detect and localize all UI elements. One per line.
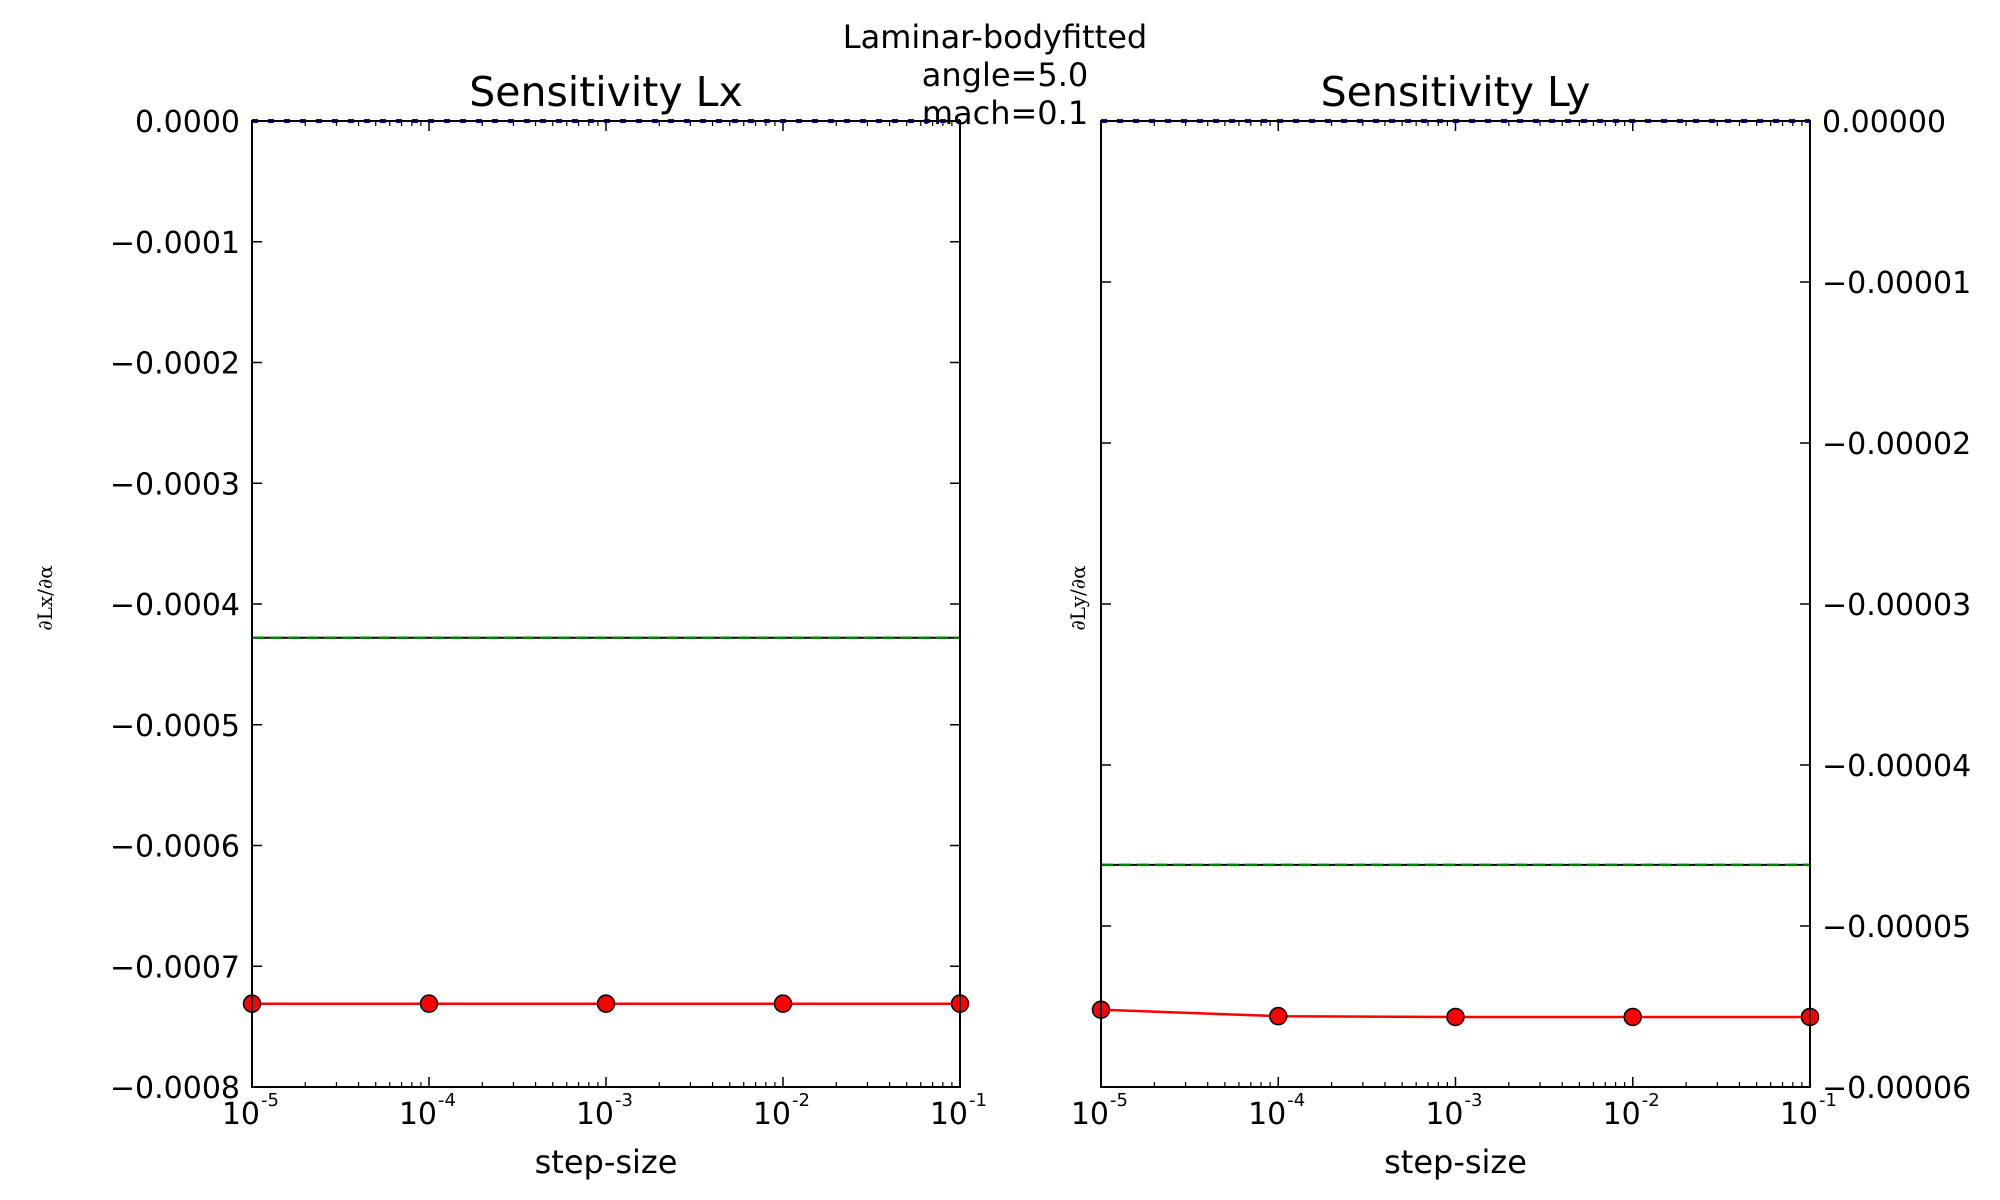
x-tick-exponent-0-0: -5 <box>261 1090 279 1111</box>
x-tick-exponent-0-1: -4 <box>438 1090 456 1111</box>
y-tick-label-0-4: −0.0004 <box>110 588 240 623</box>
plot-frame-0 <box>251 120 961 1088</box>
y-tick-label-0-3: −0.0003 <box>110 467 240 502</box>
plot-title-0: Sensitivity Lx <box>469 68 743 116</box>
x-tick-label-0-0: 10 <box>222 1097 260 1132</box>
series-point-1-2 <box>1446 1007 1465 1027</box>
x-tick-exponent-1-2: -3 <box>1465 1090 1483 1111</box>
y-tick-label-0-0: 0.0000 <box>135 105 240 140</box>
y-tick-label-0-5: −0.0005 <box>110 709 240 744</box>
x-tick-exponent-1-4: -1 <box>1819 1090 1837 1111</box>
x-tick-label-1-4: 10 <box>1780 1097 1818 1132</box>
x-tick-label-1-1: 10 <box>1248 1097 1286 1132</box>
x-tick-exponent-0-3: -2 <box>792 1090 810 1111</box>
x-tick-label-1-0: 10 <box>1071 1097 1109 1132</box>
x-tick-exponent-1-1: -4 <box>1287 1090 1305 1111</box>
series-point-0-1 <box>419 994 439 1013</box>
x-tick-label-0-1: 10 <box>399 1097 437 1132</box>
plot-title-1: Sensitivity Ly <box>1321 68 1591 116</box>
y-axis-label-1: ∂Ly/∂α <box>1066 565 1090 630</box>
y-tick-label-1-0: 0.00000 <box>1822 105 1946 140</box>
suptitle-line-1: Laminar-bodyfitted <box>843 18 1147 56</box>
x-tick-label-1-2: 10 <box>1425 1097 1463 1132</box>
series-point-0-2 <box>596 994 616 1013</box>
suptitle-line-2: angle=5.0 <box>922 56 1088 94</box>
x-axis-label-0: step-size <box>535 1143 678 1181</box>
x-axis-label-1: step-size <box>1384 1143 1527 1181</box>
series-point-1-1 <box>1269 1006 1288 1026</box>
y-tick-label-0-7: −0.0007 <box>110 950 240 985</box>
x-tick-label-0-2: 10 <box>576 1097 614 1132</box>
x-tick-exponent-1-0: -5 <box>1110 1090 1128 1111</box>
x-tick-label-0-3: 10 <box>753 1097 791 1132</box>
y-tick-label-0-6: −0.0006 <box>110 830 240 865</box>
suptitle-line-3: mach=0.1 <box>922 94 1088 132</box>
y-tick-label-0-8: −0.0008 <box>110 1071 240 1106</box>
y-tick-label-1-1: −0.00001 <box>1822 266 1971 301</box>
y-tick-label-1-4: −0.00004 <box>1822 749 1971 784</box>
x-tick-exponent-1-3: -2 <box>1642 1090 1660 1111</box>
y-axis-label-0: ∂Lx/∂α <box>33 565 57 631</box>
x-tick-label-0-4: 10 <box>930 1097 968 1132</box>
y-tick-label-1-5: −0.00005 <box>1822 910 1971 945</box>
y-tick-label-0-1: −0.0001 <box>110 226 240 261</box>
series-point-0-3 <box>773 994 793 1013</box>
x-tick-label-1-3: 10 <box>1603 1097 1641 1132</box>
y-tick-label-1-6: −0.00006 <box>1822 1071 1971 1106</box>
plot-frame-1 <box>1100 120 1811 1088</box>
series-point-1-3 <box>1623 1007 1642 1027</box>
y-tick-label-1-2: −0.00002 <box>1822 427 1971 462</box>
y-tick-label-0-2: −0.0002 <box>110 347 240 382</box>
x-tick-exponent-0-2: -3 <box>615 1090 633 1111</box>
y-tick-label-1-3: −0.00003 <box>1822 588 1971 623</box>
x-tick-exponent-0-4: -1 <box>969 1090 987 1111</box>
